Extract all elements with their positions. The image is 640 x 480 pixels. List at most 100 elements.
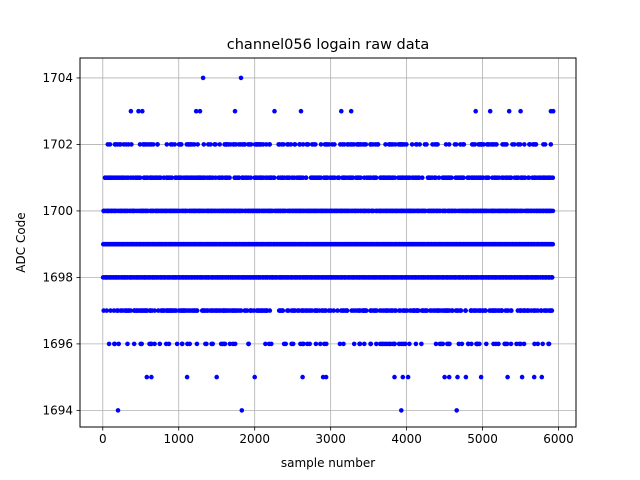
data-point	[522, 175, 528, 180]
data-point	[318, 142, 324, 147]
data-point	[362, 341, 367, 347]
data-point	[484, 341, 489, 347]
data-point	[332, 142, 337, 147]
data-point	[232, 108, 238, 114]
chart-title: channel056 logain raw data	[227, 37, 429, 53]
data-point	[357, 341, 363, 347]
data-point	[472, 142, 478, 147]
data-point	[193, 108, 199, 114]
data-point	[107, 142, 113, 147]
data-point	[364, 308, 369, 313]
data-point	[487, 108, 493, 114]
data-point	[336, 175, 342, 180]
data-point	[323, 374, 329, 380]
data-point	[324, 341, 329, 347]
data-point	[281, 142, 286, 147]
data-point	[286, 308, 291, 313]
data-point	[169, 175, 175, 180]
data-point	[263, 341, 268, 347]
data-point	[348, 108, 354, 114]
data-point	[499, 308, 505, 313]
data-point	[527, 142, 533, 147]
data-point	[508, 175, 514, 180]
data-point	[403, 341, 408, 347]
x-tick-label: 3000	[315, 432, 346, 446]
data-point	[195, 142, 200, 147]
data-point	[522, 142, 527, 147]
data-point	[238, 75, 244, 81]
data-point	[280, 308, 286, 313]
data-point	[157, 341, 163, 347]
data-point	[440, 341, 446, 347]
data-point	[238, 308, 244, 313]
data-point	[521, 341, 527, 347]
x-tick-label: 2000	[239, 432, 270, 446]
data-point	[140, 108, 145, 114]
data-point	[506, 108, 512, 114]
data-point	[539, 374, 545, 380]
y-tick-label: 1702	[42, 138, 73, 152]
data-point	[483, 308, 488, 313]
x-tick-label: 4000	[391, 432, 422, 446]
data-point	[435, 142, 440, 147]
data-point	[292, 142, 298, 147]
data-point	[214, 374, 219, 380]
data-point	[413, 341, 419, 347]
data-point	[272, 108, 277, 114]
data-point	[433, 175, 438, 180]
data-point	[248, 175, 253, 180]
data-point	[531, 374, 537, 380]
data-point	[337, 341, 343, 347]
data-point	[459, 341, 465, 347]
data-point	[481, 142, 486, 147]
data-point	[305, 142, 311, 147]
data-point	[303, 175, 309, 180]
data-point	[504, 341, 510, 347]
data-point	[204, 341, 209, 347]
data-point	[446, 374, 452, 380]
data-point	[208, 142, 213, 147]
data-point	[550, 241, 556, 247]
data-point	[318, 175, 324, 180]
data-point	[232, 341, 238, 347]
data-point	[540, 341, 545, 347]
data-point	[158, 175, 163, 180]
data-point	[217, 142, 222, 147]
data-point	[106, 341, 112, 347]
data-point	[344, 308, 350, 313]
data-point	[442, 374, 447, 380]
x-tick-label: 5000	[467, 432, 498, 446]
data-point	[453, 142, 459, 147]
data-point	[164, 142, 170, 147]
data-point	[416, 308, 421, 313]
data-point	[392, 175, 398, 180]
data-point	[455, 374, 460, 380]
data-point	[174, 341, 180, 347]
data-point	[149, 374, 154, 380]
data-point	[461, 142, 467, 147]
data-point	[139, 341, 144, 347]
data-point	[535, 308, 541, 313]
x-axis-label: sample number	[281, 456, 375, 470]
data-point	[283, 341, 289, 347]
data-point	[477, 341, 482, 347]
data-point	[508, 341, 514, 347]
data-point	[549, 308, 555, 313]
data-point	[335, 308, 340, 313]
data-point	[227, 175, 232, 180]
data-point	[505, 374, 510, 380]
data-point	[313, 142, 318, 147]
x-tick-label: 6000	[543, 432, 574, 446]
data-point	[419, 341, 424, 347]
data-point	[115, 408, 121, 413]
data-point	[436, 175, 442, 180]
data-point	[535, 341, 541, 347]
data-point	[383, 142, 388, 147]
data-point	[242, 142, 248, 147]
data-point	[222, 341, 228, 347]
data-point	[550, 208, 556, 214]
data-point	[350, 175, 356, 180]
data-point	[239, 408, 245, 413]
data-point	[546, 341, 552, 347]
